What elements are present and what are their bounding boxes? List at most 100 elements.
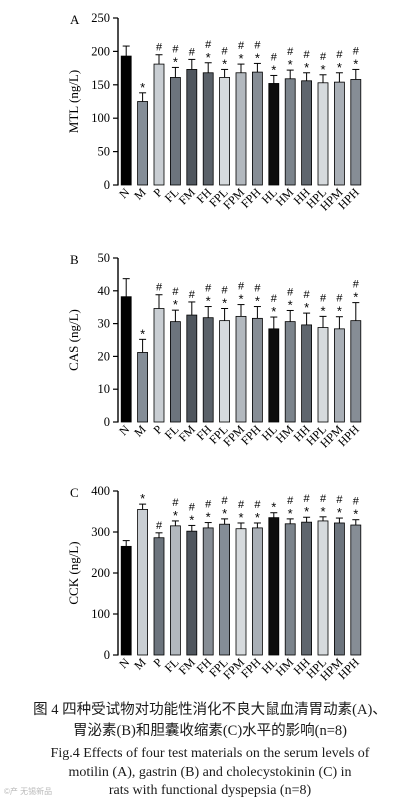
caption-english: Fig.4 Effects of four test materials on … [0,745,420,801]
significance-mark: # [304,289,311,301]
y-tick-label: 200 [91,566,110,580]
significance-mark: * [353,290,358,305]
bar-p [153,537,165,656]
significance-mark: # [172,497,179,509]
bar-hl [268,83,280,186]
x-tick-label: N [116,185,132,201]
y-tick-label: 250 [91,11,110,25]
significance-mark: # [320,51,327,63]
bar-hh [301,80,313,186]
bar-p [153,308,165,423]
significance-mark: * [140,80,145,95]
caption-cn-line1: 图 4 四种受试物对功能性消化不良大鼠血清胃动素(A)、 [33,702,387,718]
significance-mark: # [336,494,343,506]
significance-mark: # [156,520,163,532]
significance-mark: * [238,292,243,307]
x-tick-label: N [116,422,132,438]
bar-fph [251,71,263,186]
bar-fpm [235,528,247,656]
significance-mark: * [238,51,243,66]
significance-mark: * [337,304,342,319]
bar-fm [186,314,198,423]
significance-mark: * [304,60,309,75]
significance-mark: * [353,56,358,71]
y-axis-label: CCK (ng/L) [66,541,81,604]
significance-mark: * [337,505,342,520]
y-tick-label: 50 [98,251,111,265]
significance-mark: * [288,297,293,312]
bar-hh [301,324,313,423]
significance-mark: # [304,49,311,61]
significance-mark: # [336,49,343,61]
significance-mark: * [222,296,227,311]
significance-mark: # [222,495,229,507]
y-tick-label: 0 [104,648,110,662]
significance-mark: # [222,45,229,57]
significance-mark: * [206,50,211,65]
significance-mark: * [255,294,260,309]
significance-mark: # [205,499,212,511]
bar-fm [186,530,198,656]
significance-mark: # [189,289,196,301]
panel-label: C [70,485,79,500]
significance-mark: # [238,499,245,511]
significance-mark: # [238,281,245,293]
bar-m [137,352,149,423]
significance-mark: # [287,495,294,507]
significance-mark: # [353,45,360,57]
significance-mark: * [320,62,325,77]
significance-mark: * [140,491,145,506]
significance-mark: * [222,56,227,71]
significance-mark: # [254,283,261,295]
significance-mark: * [288,57,293,72]
significance-mark: * [173,508,178,523]
significance-mark: # [205,283,212,295]
significance-mark: # [320,292,327,304]
caption-cn-line2: 胃泌素(B)和胆囊收缩素(C)水平的影响(n=8) [73,723,347,739]
y-tick-label: 150 [91,78,110,92]
bar-hl [268,328,280,423]
watermark: ©产 无锡新品 [4,787,53,796]
significance-mark: * [140,326,145,341]
significance-mark: * [173,297,178,312]
y-tick-label: 50 [98,145,111,159]
bar-hpl [317,520,329,656]
bar-hpl [317,327,329,423]
x-tick-label: N [116,655,132,671]
significance-mark: * [304,300,309,315]
bar-fl [169,77,181,186]
panel-label: B [70,252,79,267]
y-tick-label: 0 [104,178,110,192]
bar-n [120,55,132,186]
significance-mark: * [173,54,178,69]
bar-n [120,545,132,656]
significance-mark: # [287,286,294,298]
significance-mark: * [206,294,211,309]
significance-mark: # [271,51,278,63]
significance-mark: * [238,510,243,525]
y-axis-label: CAS (ng/L) [66,309,81,371]
significance-mark: # [156,42,163,54]
significance-mark: * [271,304,276,319]
bar-hm [284,78,296,186]
bar-hpm [333,81,345,186]
caption-chinese: 图 4 四种受试物对功能性消化不良大鼠血清胃动素(A)、 胃泌素(B)和胆囊收缩… [0,700,420,742]
bar-fph [251,317,263,423]
bar-hl [268,517,280,656]
bar-fpl [219,320,231,423]
significance-mark: # [189,46,196,58]
significance-mark: * [288,506,293,521]
bar-hph [350,79,362,186]
bar-hph [350,524,362,656]
x-tick-label: M [131,655,149,673]
bar-fm [186,69,198,186]
bar-fl [169,525,181,656]
significance-mark: # [320,493,327,505]
significance-mark: * [189,512,194,527]
significance-mark: * [353,507,358,522]
bar-fl [169,321,181,423]
